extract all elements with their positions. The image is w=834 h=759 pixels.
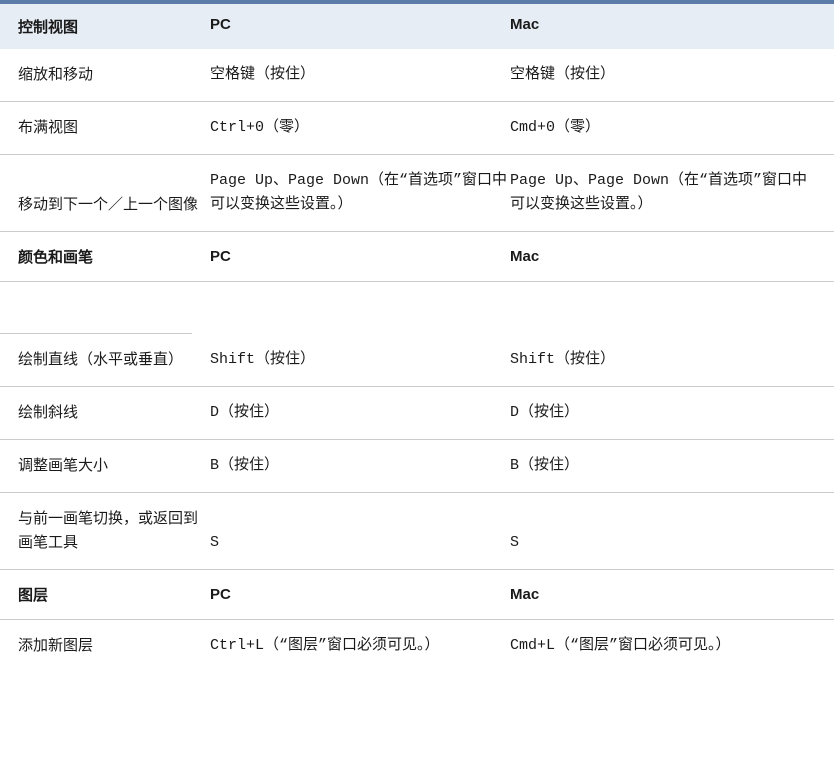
- row-mac: 空格键（按住）: [510, 63, 816, 87]
- table-row: 与前一画笔切换，或返回到画笔工具 S S: [0, 493, 834, 570]
- row-label: 与前一画笔切换，或返回到画笔工具: [18, 507, 210, 555]
- section-title: 控制视图: [18, 16, 210, 37]
- section-header-row: 颜色和画笔 PC Mac: [0, 232, 834, 282]
- gap-row: [0, 282, 834, 334]
- row-pc: Ctrl+0（零）: [210, 116, 510, 140]
- row-pc: Shift（按住）: [210, 348, 510, 372]
- col-header-pc: PC: [210, 16, 510, 37]
- col-header-mac: Mac: [510, 248, 816, 265]
- row-pc: Page Up、Page Down（在“首选项”窗口中可以变换这些设置。）: [210, 169, 510, 217]
- row-mac: Cmd+0（零）: [510, 116, 816, 140]
- section-title: 图层: [18, 584, 210, 605]
- row-label: 添加新图层: [18, 634, 210, 658]
- table-row: 绘制直线（水平或垂直） Shift（按住） Shift（按住）: [0, 334, 834, 387]
- row-label: 布满视图: [18, 116, 210, 140]
- row-label: 绘制直线（水平或垂直）: [18, 348, 210, 372]
- section-title: 颜色和画笔: [18, 246, 210, 267]
- col-header-pc: PC: [210, 586, 510, 603]
- row-mac: Shift（按住）: [510, 348, 816, 372]
- row-label: 绘制斜线: [18, 401, 210, 425]
- row-mac: Cmd+L（“图层”窗口必须可见。）: [510, 634, 816, 658]
- section-header-row: 图层 PC Mac: [0, 570, 834, 620]
- row-mac: D（按住）: [510, 401, 816, 425]
- table-row: 布满视图 Ctrl+0（零） Cmd+0（零）: [0, 102, 834, 155]
- row-pc: D（按住）: [210, 401, 510, 425]
- row-pc: S: [210, 531, 510, 555]
- row-mac: Page Up、Page Down（在“首选项”窗口中可以变换这些设置。）: [510, 169, 816, 217]
- row-pc: Ctrl+L（“图层”窗口必须可见。）: [210, 634, 510, 658]
- row-mac: B（按住）: [510, 454, 816, 478]
- table-row: 绘制斜线 D（按住） D（按住）: [0, 387, 834, 440]
- col-header-mac: Mac: [510, 586, 816, 603]
- row-label: 调整画笔大小: [18, 454, 210, 478]
- row-pc: 空格键（按住）: [210, 63, 510, 87]
- col-header-mac: Mac: [510, 16, 816, 37]
- row-mac: S: [510, 531, 816, 555]
- row-pc: B（按住）: [210, 454, 510, 478]
- table-row: 缩放和移动 空格键（按住） 空格键（按住）: [0, 49, 834, 102]
- table-row: 移动到下一个／上一个图像 Page Up、Page Down（在“首选项”窗口中…: [0, 155, 834, 232]
- row-label: 移动到下一个／上一个图像: [18, 193, 210, 217]
- table-row: 添加新图层 Ctrl+L（“图层”窗口必须可见。） Cmd+L（“图层”窗口必须…: [0, 620, 834, 672]
- table-row: 调整画笔大小 B（按住） B（按住）: [0, 440, 834, 493]
- shortcuts-table: 控制视图 PC Mac 缩放和移动 空格键（按住） 空格键（按住） 布满视图 C…: [0, 0, 834, 672]
- row-label: 缩放和移动: [18, 63, 210, 87]
- section-header-row: 控制视图 PC Mac: [0, 0, 834, 49]
- col-header-pc: PC: [210, 248, 510, 265]
